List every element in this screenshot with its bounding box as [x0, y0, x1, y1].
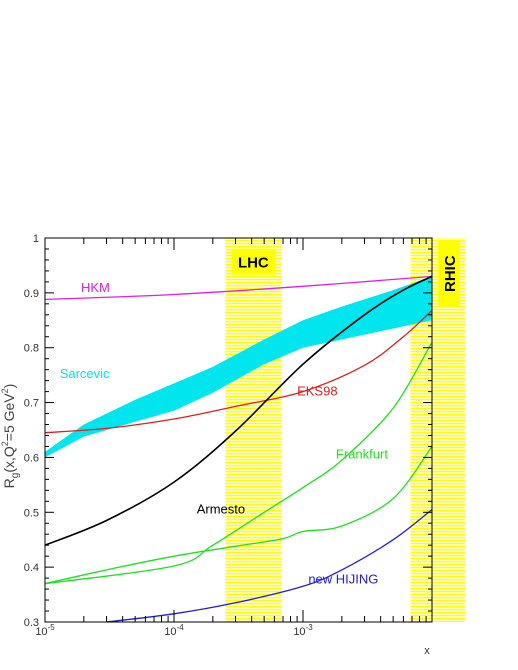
region-lhc — [225, 238, 282, 622]
label-eks98: EKS98 — [297, 383, 337, 398]
x-tick-label: 10-4 — [164, 623, 184, 638]
label-hkm: HKM — [81, 280, 110, 295]
svg-text:LHC: LHC — [238, 255, 269, 272]
y-tick-label: 0.6 — [24, 452, 39, 464]
region-label-lhc: LHC — [231, 248, 276, 275]
y-axis-title: Rg(x,Q2=5 GeV2) — [0, 384, 21, 489]
y-tick-label: 0.5 — [24, 507, 39, 519]
series-line-hkm — [45, 275, 432, 301]
y-tick-label: 0.8 — [24, 343, 39, 355]
series-line-eks98 — [45, 309, 432, 434]
y-tick-label: 0.3 — [24, 617, 39, 629]
y-tick-label: 0.7 — [24, 398, 39, 410]
label-frankfurt: Frankfurt — [336, 447, 388, 462]
series-line-frankfurt-lower — [45, 446, 432, 585]
label-armesto: Armesto — [197, 501, 245, 516]
y-tick-label: 0.9 — [24, 288, 39, 300]
curve-labels: LHC RHIC Sarcevic HKM EKS98 Armesto Frankfurt n… — [60, 240, 460, 587]
region-label-rhic: RHIC — [438, 240, 460, 307]
label-sarcevic: Sarcevic — [60, 366, 110, 381]
x-tick-label: 10-3 — [293, 623, 313, 638]
sarcevic-band-layer — [45, 276, 432, 458]
axis-ticks: 0.3 0.4 0.5 0.6 0.7 0.8 0.9 1 10-5 10-4 10-3 — [24, 233, 432, 638]
x-axis-title: x — [424, 645, 430, 657]
label-new-hijing: new HIJING — [308, 572, 378, 587]
svg-text:RHIC: RHIC — [442, 255, 459, 292]
series-lines — [45, 275, 432, 622]
band-sarcevic — [45, 276, 432, 458]
plot-frame — [44, 237, 433, 623]
y-tick-label: 0.4 — [24, 562, 39, 574]
series-line-frankfurt — [45, 341, 432, 585]
series-line-armesto — [45, 275, 432, 546]
x-tick-label: 10-5 — [35, 623, 55, 638]
y-tick-label: 1 — [33, 233, 39, 245]
